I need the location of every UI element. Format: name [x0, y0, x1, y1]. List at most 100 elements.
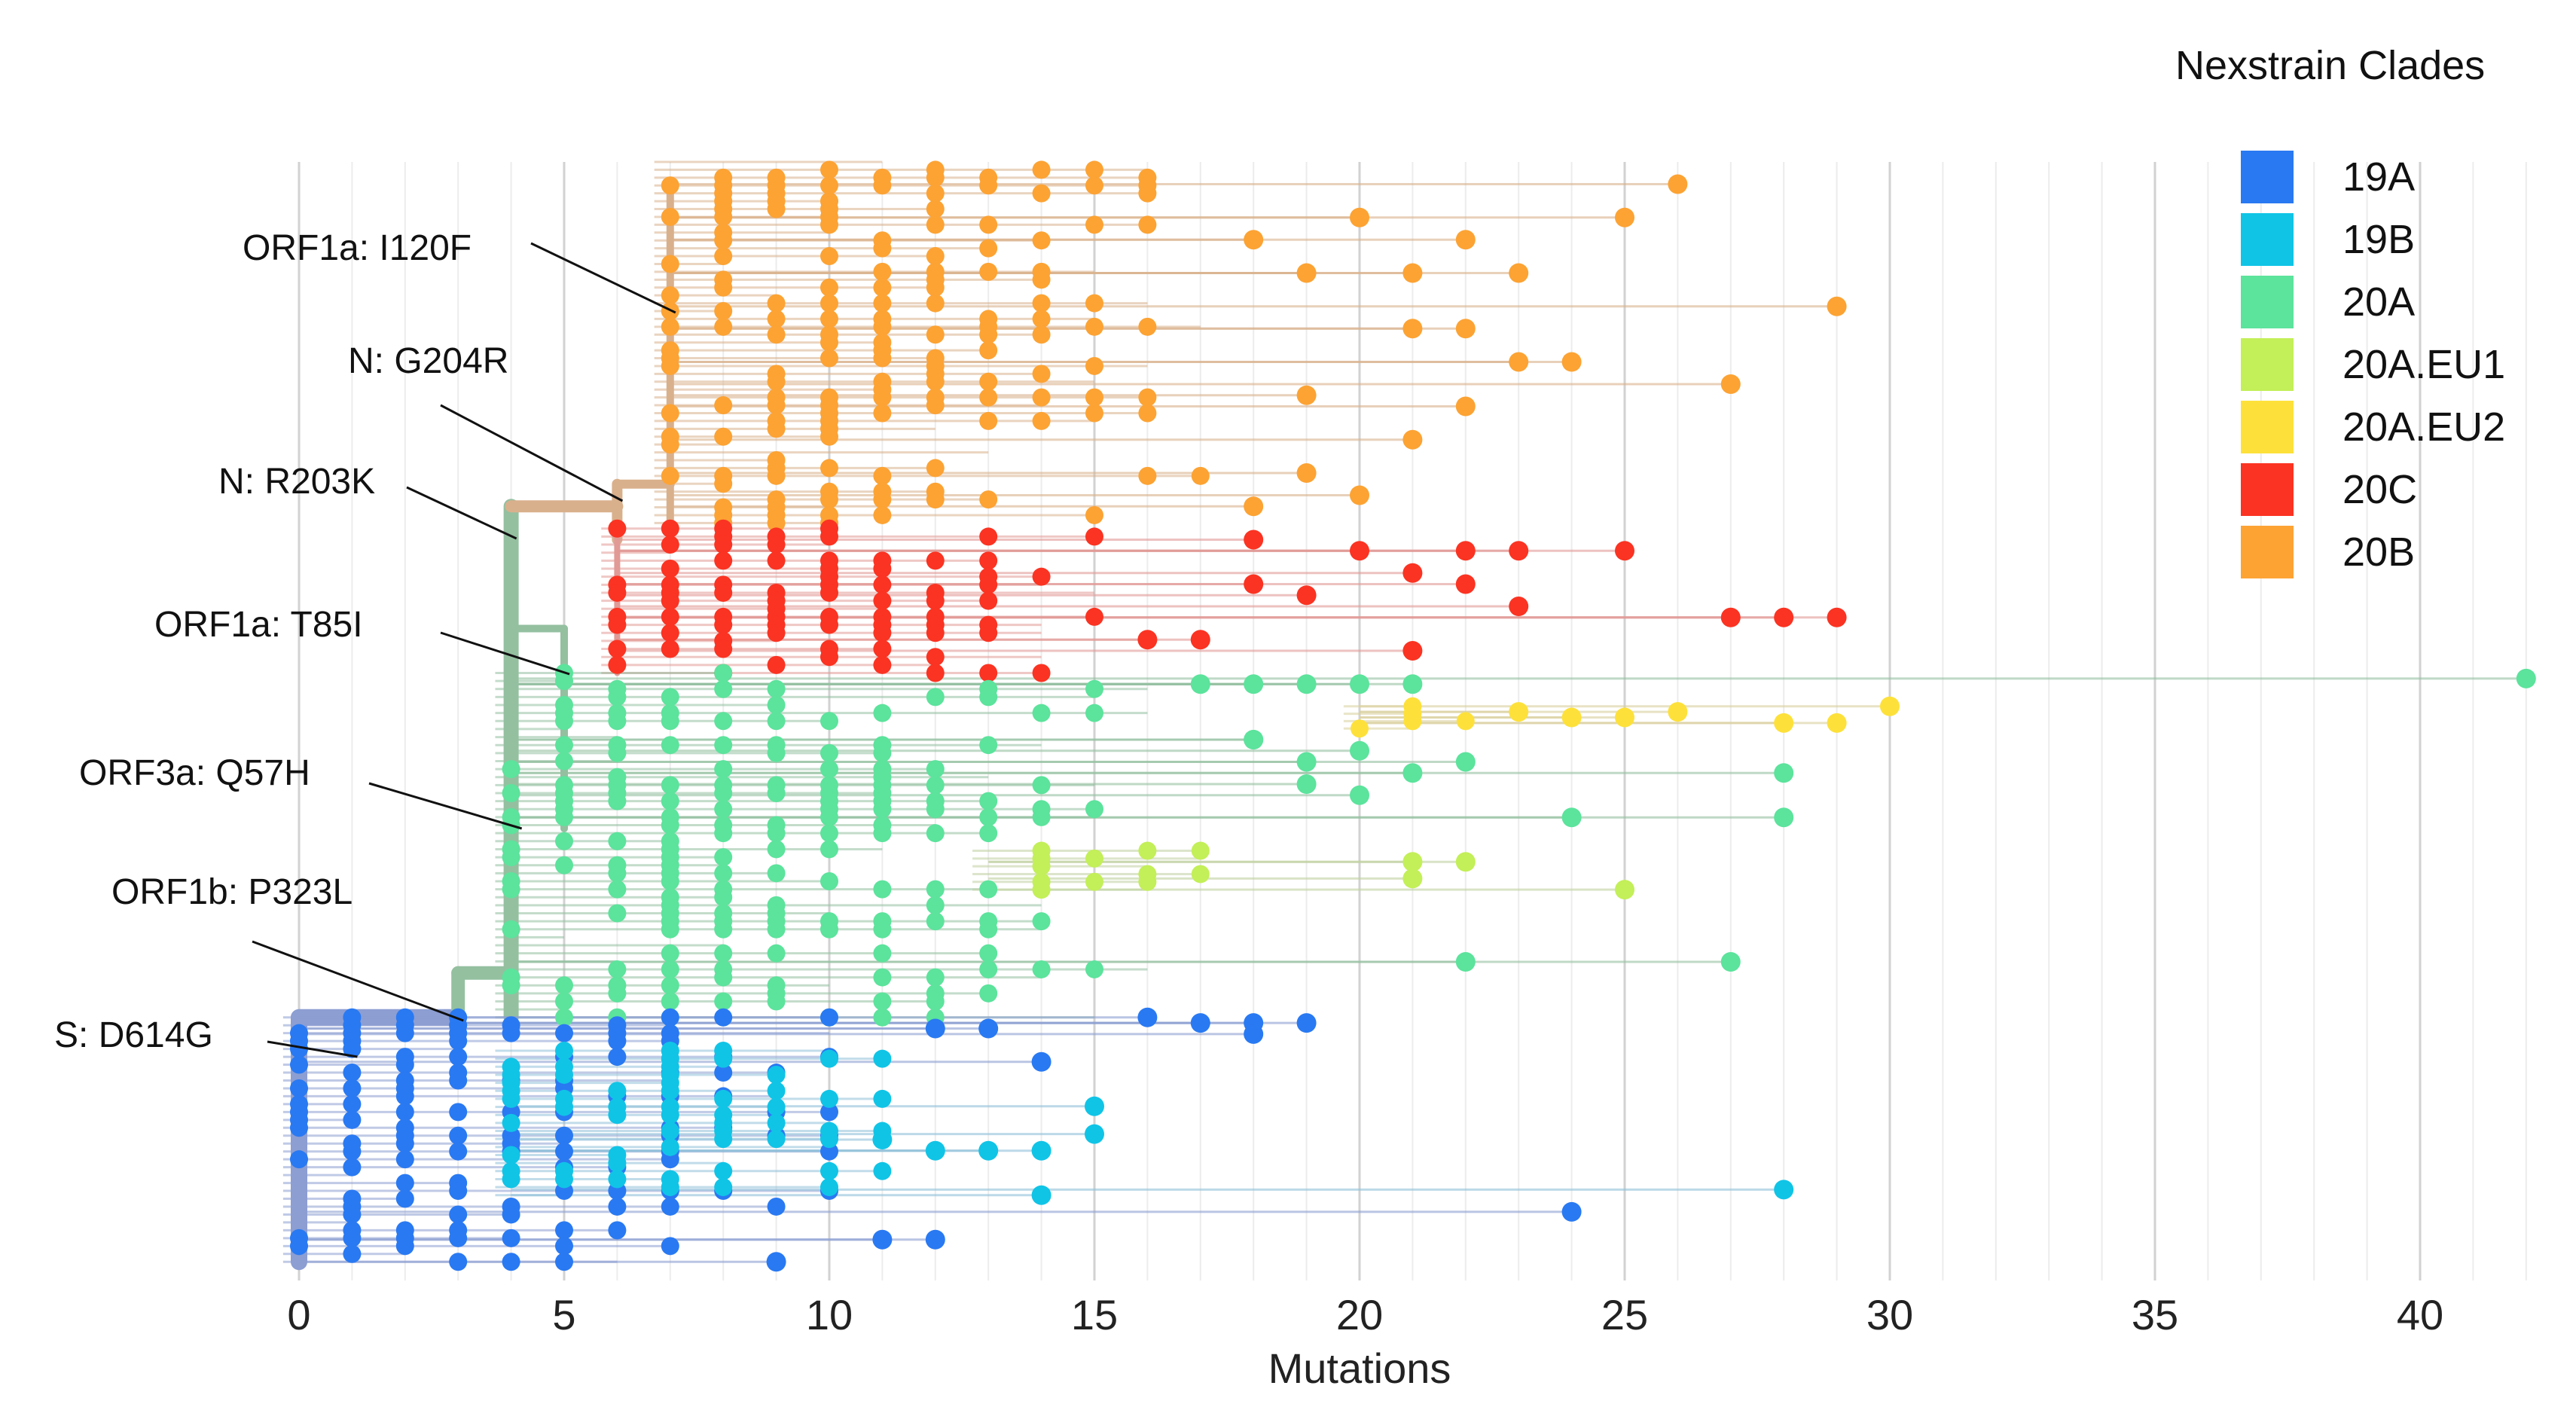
tip-point-20B: [820, 294, 838, 313]
tip-point-20A.EU1: [1402, 868, 1423, 889]
tip-point-19B: [873, 1049, 892, 1068]
tip-point-20A: [979, 880, 998, 899]
tip-point-20A: [502, 784, 520, 803]
tip-point-19A: [343, 1110, 362, 1129]
tip-point-20C: [873, 639, 892, 658]
tip-point-19A: [502, 1228, 520, 1247]
tip-point-20B: [1138, 317, 1157, 336]
tip-point-20C: [1615, 541, 1634, 561]
tip-point-20C: [873, 560, 892, 578]
tip-point-20B: [1296, 385, 1317, 405]
annotation-label: ORF1a: I120F: [243, 228, 472, 268]
tip-point-20A: [926, 992, 945, 1011]
tip-point-19A: [555, 1253, 573, 1271]
tip-point-19A: [502, 1024, 520, 1042]
tip-point-20A: [767, 864, 786, 883]
tip-point-20B: [1032, 294, 1051, 313]
tip-point-19B: [555, 1170, 573, 1189]
tip-point-19A: [290, 1055, 308, 1074]
tip-point-19B: [555, 1065, 573, 1084]
tip-point-19A: [820, 1103, 838, 1122]
tip-point-20A: [1296, 752, 1317, 772]
tip-point-19A: [395, 1024, 414, 1042]
tip-point-20A.EU2: [1403, 712, 1422, 731]
tip-point-20A: [608, 712, 627, 731]
tip-point-20A: [1244, 730, 1264, 749]
tip-point-19B: [502, 1113, 520, 1132]
tip-point-20A: [555, 712, 573, 731]
tip-point-20A: [661, 736, 679, 755]
legend: Nexstrain Clades 19A 19B 20A 20A.EU1 20A.EU2 2…: [2175, 43, 2505, 578]
tip-point-20A: [1774, 763, 1794, 783]
tip-point-20A.EU2: [1827, 713, 1847, 733]
tip-point-19B: [661, 1106, 679, 1125]
tip-point-20A: [555, 856, 573, 874]
tip-point-20C: [767, 655, 786, 674]
tip-point-20B: [1668, 174, 1688, 194]
tip-point-20B: [926, 184, 945, 203]
tip-point-19A: [1031, 1051, 1051, 1072]
tip-point-20A: [661, 920, 679, 939]
x-axis-title: Mutations: [1268, 1344, 1451, 1392]
tip-point-20A: [661, 712, 679, 731]
tip-point-20A: [555, 976, 573, 995]
tip-point-19B: [608, 1154, 627, 1173]
annotation-leader: [440, 404, 624, 502]
tip-point-20A: [1296, 774, 1317, 794]
tip-point-20A: [661, 992, 679, 1011]
tip-point-20A: [555, 992, 573, 1011]
legend-swatch: [2241, 338, 2294, 391]
tip-point-20A.EU1: [1032, 881, 1051, 899]
tip-point-20B: [1561, 352, 1582, 372]
tip-point-20C: [979, 624, 998, 642]
tip-point-20B: [714, 247, 733, 266]
tip-point-20B: [1085, 160, 1103, 179]
tip-point-19A: [449, 1048, 468, 1067]
tip-point-20A: [1455, 752, 1476, 772]
tip-point-20C: [1455, 541, 1476, 561]
tip-point-19A: [449, 1126, 468, 1145]
tip-point-20B: [661, 255, 679, 273]
tip-point-19A: [395, 1189, 414, 1208]
tip-point-19B: [767, 1113, 786, 1132]
tip-point-19A: [555, 1142, 573, 1161]
tip-point-19A: [555, 1126, 573, 1145]
tip-point-20B: [979, 341, 998, 360]
tip-point-19A: [978, 1018, 999, 1039]
annotation-leader: [368, 782, 523, 830]
tip-point-19B: [1085, 1096, 1104, 1116]
tip-point-20A: [979, 792, 998, 810]
tip-point-20C: [926, 664, 945, 682]
tip-point-19A: [449, 1103, 468, 1122]
legend-label: 19B: [2343, 217, 2415, 262]
tip-point-20B: [820, 427, 838, 446]
tip-point-19B: [502, 1170, 520, 1189]
tip-point-20B: [1455, 230, 1476, 250]
tip-point-20B: [661, 435, 679, 454]
tip-point-19B: [820, 1178, 838, 1197]
tip-point-20B: [979, 411, 998, 430]
tip-point-19B: [714, 1161, 733, 1180]
tip-point-19A: [925, 1018, 945, 1039]
x-tick-label: 35: [2132, 1291, 2178, 1338]
tip-point-20B: [1509, 263, 1529, 283]
tip-point-19A: [290, 1079, 308, 1097]
tip-point-20A: [1190, 674, 1210, 694]
tip-point-20B: [1138, 215, 1157, 234]
tip-point-19B: [767, 1082, 786, 1100]
tip-point-20A: [1032, 807, 1051, 826]
tip-point-20B: [979, 325, 998, 344]
tip-point-20A.EU1: [1085, 849, 1103, 868]
tip-point-20B: [661, 404, 679, 423]
tip-point-19A: [395, 1087, 414, 1106]
tip-point-20A: [873, 800, 892, 819]
tip-point-20C: [1455, 574, 1476, 594]
tip-point-20C: [608, 583, 627, 602]
tip-point-20A: [1296, 674, 1317, 694]
tip-point-20A.EU1: [1402, 852, 1423, 872]
legend-label: 20C: [2343, 467, 2417, 512]
annotation-label: N: R203K: [218, 462, 375, 502]
tip-point-20A: [608, 688, 627, 707]
tip-point-20A: [767, 992, 786, 1011]
tip-point-19A: [608, 1032, 627, 1051]
